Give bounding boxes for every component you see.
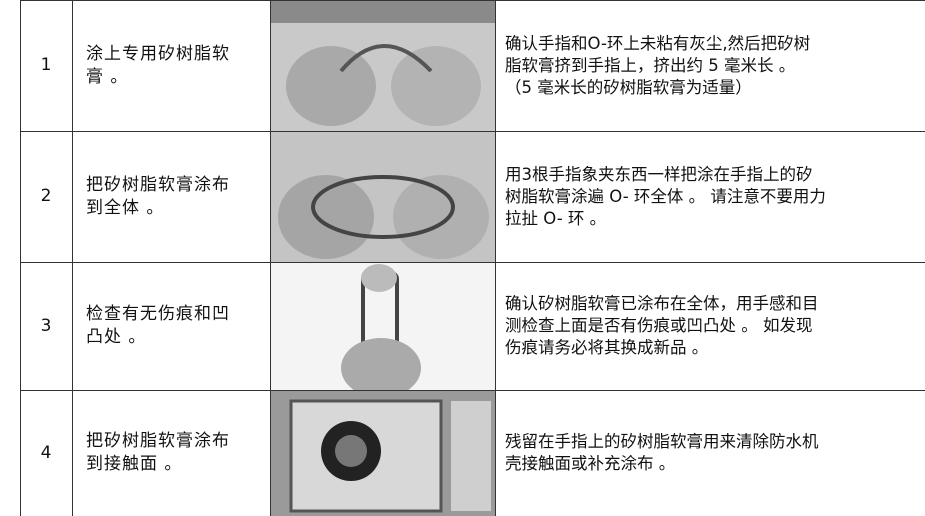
step-line: 凸处 。: [86, 327, 147, 347]
rule: [20, 131, 925, 132]
photo: [271, 1, 495, 131]
step-number: 4: [20, 390, 72, 516]
rule: [20, 390, 925, 391]
rule: [495, 0, 496, 516]
rule: [20, 0, 21, 516]
photo: [271, 391, 495, 516]
step-line: 膏 。: [86, 66, 129, 87]
step-line: 涂上专用矽树脂软: [86, 43, 230, 64]
description-line: 用3根手指象夹东西一样把涂在手指上的矽: [505, 164, 813, 184]
step-line: 到全体 。: [86, 197, 165, 218]
step-line: 到接触面 。: [86, 454, 183, 474]
step-line: 把矽树脂软膏涂布: [86, 174, 230, 195]
photo: [271, 132, 495, 262]
step-line: 检查有无伤痕和凹: [86, 304, 230, 324]
step-description: 确认矽树脂软膏已涂布在全体，用手感和目 测检查上面是否有伤痕或凹凸处 。 如发现伤…: [505, 262, 923, 390]
rule: [20, 0, 925, 1]
rule: [72, 0, 73, 516]
step-line: 把矽树脂软膏涂布: [86, 431, 230, 451]
step-description: 确认手指和O-环上未粘有灰尘,然后把矽树 脂软膏挤到手指上，挤出约 5 毫米长 。…: [505, 0, 923, 131]
rule: [270, 0, 271, 516]
description-line: 确认手指和O-环上未粘有灰尘,然后把矽树: [505, 33, 811, 53]
description-line: 残留在手指上的矽树脂软膏用来清除防水机: [505, 432, 819, 451]
step-title: 把矽树脂软膏涂布 到接触面 。: [86, 390, 270, 516]
step-number: 1: [20, 0, 72, 131]
number-text: 2: [40, 186, 52, 206]
step-description: 用3根手指象夹东西一样把涂在手指上的矽 树脂软膏涂遍 O- 环全体 。 请注意不要…: [505, 131, 923, 262]
description-line: 树脂软膏涂遍 O- 环全体 。 请注意不要用力: [505, 186, 826, 206]
step-number: 2: [20, 131, 72, 262]
number-text: 3: [40, 315, 52, 336]
step-title: 涂上专用矽树脂软膏 。: [86, 0, 270, 131]
description-line: 确认矽树脂软膏已涂布在全体，用手感和目: [505, 294, 819, 313]
number-text: 1: [40, 55, 52, 75]
step-description: 残留在手指上的矽树脂软膏用来清除防水机 壳接触面或补充涂布 。: [505, 390, 923, 516]
number-text: 4: [40, 442, 52, 463]
step-number: 3: [20, 262, 72, 390]
description-line: 壳接触面或补充涂布 。: [505, 454, 676, 473]
photo: [271, 263, 495, 390]
step-title: 把矽树脂软膏涂布 到全体 。: [86, 131, 270, 262]
description-line: （5 毫米长的矽树脂软膏为适量）: [505, 77, 752, 97]
description-line: 伤痕请务必将其换成新品 。: [505, 338, 709, 357]
step-title: 检查有无伤痕和凹 凸处 。: [86, 262, 270, 390]
rule: [20, 262, 925, 263]
description-line: 测检查上面是否有伤痕或凹凸处 。 如发现: [505, 316, 813, 335]
description-line: 拉扯 O- 环 。: [505, 208, 607, 228]
description-line: 脂软膏挤到手指上，挤出约 5 毫米长 。: [505, 55, 796, 75]
